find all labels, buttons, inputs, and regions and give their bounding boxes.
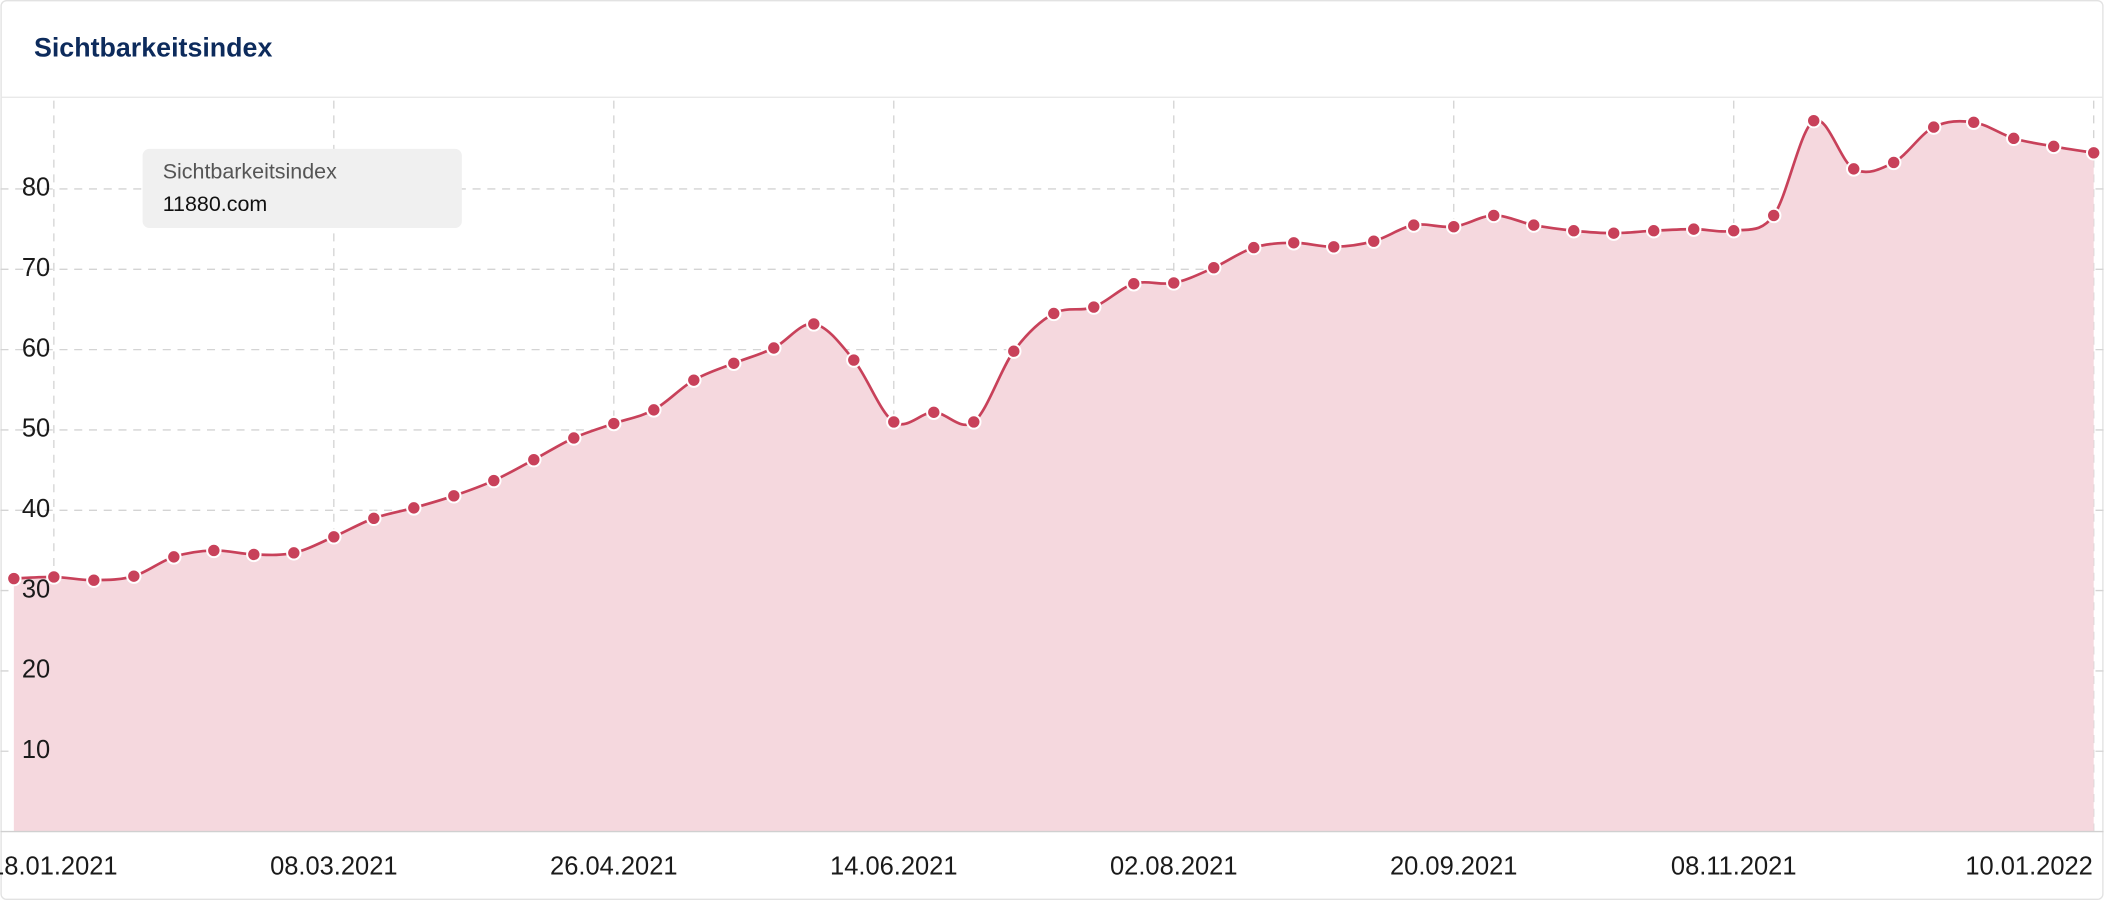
data-point — [406, 500, 422, 516]
data-point — [846, 352, 862, 368]
data-point — [1126, 276, 1142, 292]
x-tick-label: 02.08.2021 — [1110, 853, 1237, 881]
data-point — [1566, 223, 1582, 239]
data-point — [1006, 343, 1022, 359]
data-point — [966, 414, 982, 430]
data-point — [6, 570, 22, 587]
data-point — [166, 549, 182, 565]
data-point — [1486, 207, 1502, 224]
data-point — [766, 340, 782, 356]
data-point — [1286, 235, 1302, 251]
y-tick-label: 40 — [22, 495, 50, 523]
data-point — [1726, 223, 1742, 239]
y-tick-label: 10 — [22, 736, 50, 764]
data-point — [1845, 161, 1862, 177]
y-tick-label: 60 — [22, 334, 50, 362]
data-point — [1366, 233, 1382, 249]
data-point — [86, 572, 102, 588]
y-tick-label: 30 — [22, 575, 50, 603]
area — [13, 119, 2094, 832]
data-point — [886, 414, 902, 430]
data-point — [286, 545, 302, 561]
x-tick-label: 14.06.2021 — [830, 853, 957, 881]
data-point — [2085, 145, 2102, 161]
data-point — [486, 472, 502, 489]
legend-entry: 11880.com — [163, 192, 268, 216]
y-tick-label: 80 — [22, 174, 50, 202]
data-point — [1526, 217, 1542, 233]
data-point — [1806, 112, 1822, 129]
data-point — [1646, 223, 1662, 239]
data-point — [1885, 154, 1902, 171]
legend-box — [142, 148, 462, 229]
data-point — [326, 529, 342, 545]
data-point — [1686, 221, 1702, 237]
x-tick-label: 08.11.2021 — [1671, 853, 1797, 881]
data-point — [46, 569, 62, 585]
data-point — [526, 451, 542, 468]
y-tick-label: 20 — [22, 656, 50, 684]
data-point — [1326, 239, 1342, 255]
data-point — [1925, 119, 1942, 135]
x-tick-label: 20.09.2021 — [1390, 853, 1517, 881]
data-point — [366, 510, 382, 527]
data-point — [2045, 138, 2062, 155]
data-point — [1206, 259, 1222, 276]
data-point — [1446, 219, 1462, 235]
data-point — [1086, 299, 1102, 315]
data-point — [686, 372, 702, 388]
x-tick-label: 08.03.2021 — [270, 853, 397, 881]
data-point — [726, 355, 742, 371]
data-point — [1246, 239, 1262, 256]
data-point — [206, 542, 222, 559]
data-point — [126, 568, 142, 584]
data-point — [1046, 305, 1062, 322]
x-tick-label: 26.04.2021 — [550, 853, 677, 881]
data-point — [1766, 207, 1782, 224]
legend-title: Sichtbarkeitsindex — [163, 160, 337, 184]
x-tick-label: 10.01.2022 — [1965, 853, 2092, 881]
data-point — [246, 546, 262, 563]
data-point — [606, 415, 622, 432]
data-point — [446, 488, 462, 504]
data-point — [926, 404, 942, 420]
chart-title: Sichtbarkeitsindex — [34, 33, 273, 63]
data-point — [806, 316, 822, 332]
data-point — [1166, 275, 1182, 291]
x-tick-label: 18.01.2021 — [0, 853, 118, 881]
data-point — [1606, 225, 1622, 241]
data-point — [2005, 130, 2022, 147]
data-point — [1406, 217, 1422, 233]
data-point — [646, 402, 662, 418]
data-point — [566, 430, 582, 446]
y-tick-label: 50 — [22, 415, 50, 443]
data-point — [1965, 114, 1982, 130]
y-tick-label: 70 — [22, 254, 50, 282]
